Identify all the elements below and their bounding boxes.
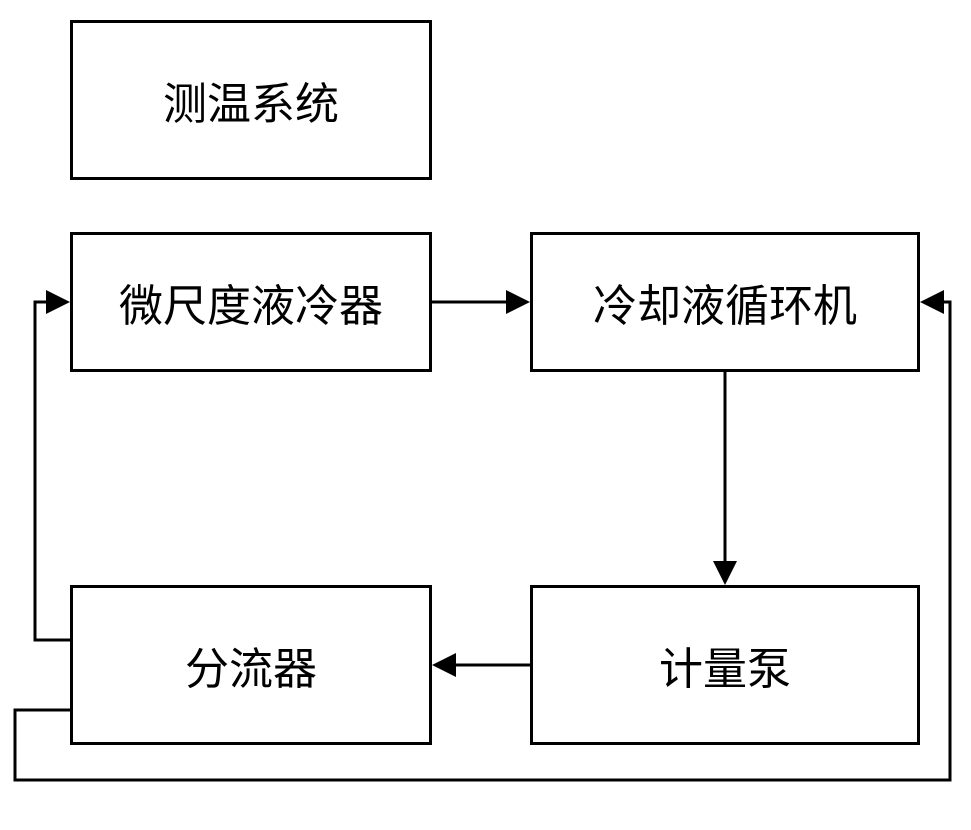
node-label: 冷却液循环机 [593,270,857,334]
diagram-canvas: 测温系统 微尺度液冷器 冷却液循环机 分流器 计量泵 [0,0,971,830]
node-circulator: 冷却液循环机 [530,232,920,372]
node-label: 分流器 [185,633,317,697]
node-label: 计量泵 [659,633,791,697]
node-temp-system: 测温系统 [70,20,432,180]
node-label: 微尺度液冷器 [119,270,383,334]
node-micro-cooler: 微尺度液冷器 [70,232,432,372]
edge-splitter-to-micro [35,302,70,640]
node-splitter: 分流器 [70,585,432,745]
node-label: 测温系统 [163,68,339,132]
node-meter-pump: 计量泵 [530,585,920,745]
